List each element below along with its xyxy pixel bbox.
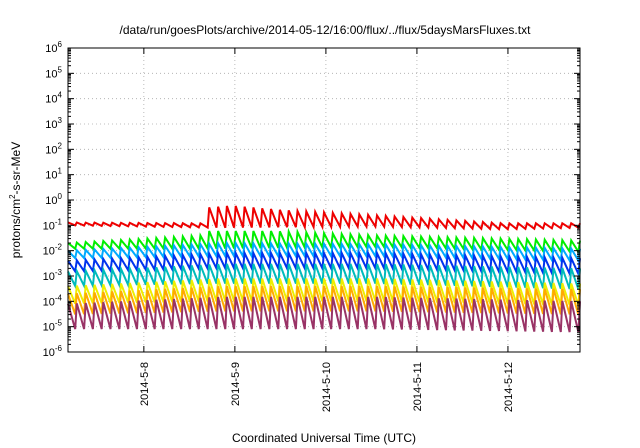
y-tick-label: 10-3 xyxy=(43,268,63,283)
y-tick-label: 10-2 xyxy=(43,243,63,258)
y-axis-label-sup: 2 xyxy=(8,194,17,199)
series-line-3 xyxy=(67,239,581,264)
series-line-2 xyxy=(67,227,581,255)
y-tick-label: 101 xyxy=(45,167,62,182)
series-line-4 xyxy=(67,249,581,278)
chart-title: /data/run/goesPlots/archive/2014-05-12/1… xyxy=(120,23,532,37)
y-tick-label: 10-4 xyxy=(43,293,63,308)
y-tick-label: 104 xyxy=(45,91,62,106)
y-axis-label: protons/cm2-s-sr-MeV xyxy=(8,142,23,258)
y-tick-label: 100 xyxy=(45,192,62,207)
y-tick-label: 103 xyxy=(45,116,62,131)
y-tick-label: 10-5 xyxy=(43,319,63,334)
y-tick-label: 10-6 xyxy=(43,344,63,359)
y-tick-label: 102 xyxy=(45,141,62,156)
x-tick-label: 2014-5-10 xyxy=(321,362,333,412)
x-tick-label: 2014-5-9 xyxy=(230,362,242,406)
series-layer xyxy=(67,205,581,333)
series-line-8 xyxy=(67,296,581,333)
x-tick-label: 2014-5-11 xyxy=(412,362,424,411)
y-axis-label-prefix: protons/cm xyxy=(9,199,23,258)
x-tick-label: 2014-5-8 xyxy=(139,362,151,406)
series-line-5 xyxy=(67,263,581,290)
series-line-1 xyxy=(67,205,581,232)
y-tick-label: 105 xyxy=(45,65,62,80)
x-tick-label: 2014-5-12 xyxy=(503,362,515,412)
y-axis-label-suffix: -s-sr-MeV xyxy=(9,142,23,195)
axes: 106 105 104 103 102 101 100 10-1 10-2 10-3 10-4 10-… xyxy=(43,40,580,412)
x-axis-label: Coordinated Universal Time (UTC) xyxy=(232,431,416,445)
y-tick-label: 106 xyxy=(45,40,62,55)
y-tick-label: 10-1 xyxy=(43,217,63,232)
